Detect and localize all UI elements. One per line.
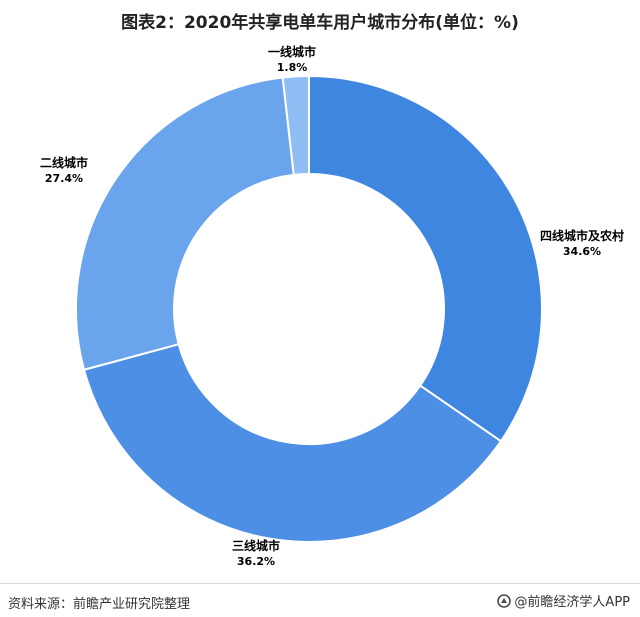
label-value-tier4-rural: 34.6% (563, 245, 601, 258)
label-category-tier3: 三线城市 (232, 538, 280, 553)
brand-credit: @前瞻经济学人APP (497, 591, 630, 610)
label-category-tier1: 一线城市 (268, 44, 316, 59)
label-value-tier3: 36.2% (237, 555, 275, 568)
labels-group: 四线城市及农村 34.6% 三线城市 36.2% 二线城市 27.4% 一线城市 1.8% (40, 44, 624, 568)
label-category-tier2: 二线城市 (40, 155, 88, 170)
slice-tier3 (82, 342, 503, 543)
slices-group (75, 74, 543, 543)
slice-tier4-rural (308, 74, 543, 443)
footer: 资料来源：前瞻产业研究院整理 @前瞻经济学人APP (0, 583, 640, 617)
label-category-tier4-rural: 四线城市及农村 (540, 228, 624, 243)
label-value-tier2: 27.4% (45, 172, 83, 185)
slice-tier1 (281, 74, 310, 176)
label-value-tier1: 1.8% (277, 61, 308, 74)
brand-logo-icon (497, 593, 512, 608)
source-note: 资料来源：前瞻产业研究院整理 (8, 597, 191, 612)
slice-tier2 (75, 76, 295, 372)
brand-name: @前瞻经济学人APP (514, 595, 630, 610)
chart-title: 图表2：2020年共享电单车用户城市分布(单位：%) (121, 13, 519, 33)
